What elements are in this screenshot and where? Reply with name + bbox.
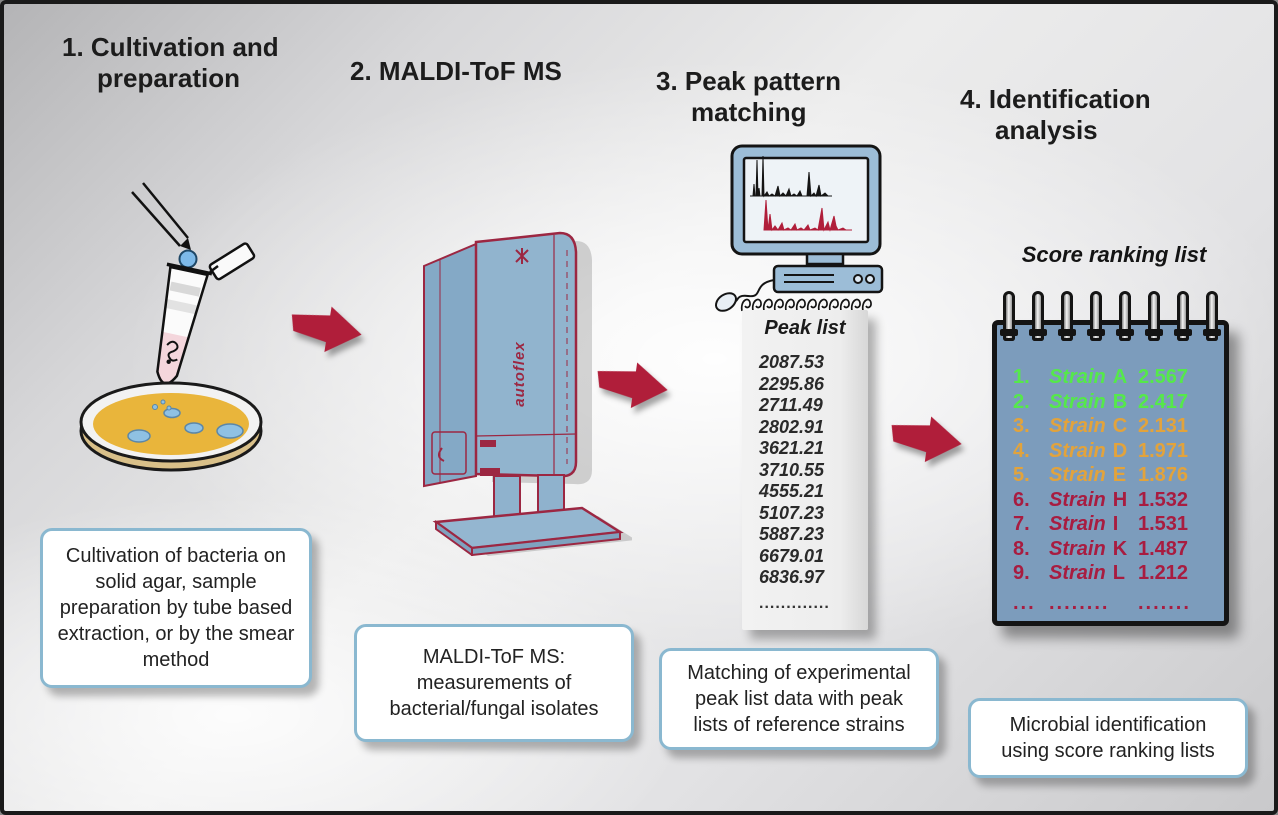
binder-ring-icon [1087, 291, 1105, 341]
peak-list-title: Peak list [764, 317, 846, 339]
step4-caption-box: Microbial identification using score ran… [968, 698, 1248, 778]
score-row: 8. Strain K 1.487 [1013, 537, 1189, 560]
step1-caption-box: Cultivation of bacteria on solid agar, s… [40, 528, 312, 688]
peak-value: 2802.91 [759, 416, 825, 437]
peak-value: 3710.55 [759, 459, 825, 480]
score-row: 9. Strain L 1.212 [1013, 562, 1189, 584]
step2-caption-text: MALDI-ToF MS: measurements of bacterial/… [389, 646, 599, 720]
step4-title-line2: analysis [995, 115, 1098, 145]
step4-title: 4. Identification analysis [960, 84, 1151, 146]
step3-title-line2: matching [691, 97, 807, 127]
arrow-step2-to-step3-icon [597, 362, 668, 409]
computer-base [772, 264, 884, 294]
step3-title: 3. Peak pattern matching [656, 66, 841, 128]
step4-title-line1: 4. Identification [960, 84, 1151, 114]
score-ranking-pad: 1. Strain A 2.567 2. Strain B 2.417 3. Str… [992, 291, 1229, 626]
step1-title-line2: preparation [97, 63, 241, 93]
petri-dish-icon [79, 381, 263, 472]
step1-title: 1. Cultivation and preparation [62, 32, 279, 94]
step2-caption-box: MALDI-ToF MS: measurements of bacterial/… [354, 624, 634, 742]
monitor-screen [742, 156, 870, 244]
peak-value: 2295.86 [759, 373, 825, 394]
binder-ring-icon [1058, 291, 1076, 341]
peak-list-pad: Peak list 2087.53 2295.86 2711.49 2802.9… [742, 310, 868, 630]
score-row: 6. Strain H 1.532 [1013, 488, 1189, 511]
score-row-footer: ... ........ ....... [1013, 591, 1191, 614]
arrow-step3-to-step4-icon [891, 416, 962, 463]
score-row: 3. Strain C 2.131 [1013, 415, 1189, 437]
binder-ring-icon [1000, 291, 1018, 341]
score-row: 2. Strain B 2.417 [1013, 390, 1189, 413]
maldi-instrument-illustration: autoflex [423, 231, 632, 556]
binder-ring-icon [1203, 291, 1221, 341]
step1-caption-text: Cultivation of bacteria on solid agar, s… [57, 545, 295, 671]
peak-value: 5107.23 [759, 502, 825, 523]
peak-value: 2711.49 [759, 395, 823, 415]
spectrum-black [750, 155, 832, 198]
computer-monitor-illustration [715, 144, 884, 312]
score-row: 1. Strain A 2.567 [1013, 366, 1189, 388]
cultivation-illustration [79, 182, 263, 472]
droplet-icon [178, 249, 198, 269]
score-row: 4. Strain D 1.971 [1013, 439, 1189, 462]
pipette-icon [131, 182, 191, 250]
peak-value: 4555.21 [759, 481, 825, 501]
machine-brand-label: autoflex [511, 341, 528, 407]
binder-ring-icon [1029, 291, 1047, 341]
step2-title-line1: 2. MALDI-ToF MS [350, 56, 562, 86]
score-row: 5. Strain E 1.876 [1013, 464, 1189, 486]
mouse-icon [715, 292, 737, 312]
score-row: 7. Strain I 1.531 [1013, 513, 1189, 535]
peak-value: 5887.23 [759, 524, 825, 544]
step2-title: 2. MALDI-ToF MS [350, 56, 562, 87]
tube-cap-icon [208, 242, 256, 281]
binder-ring-icon [1116, 291, 1134, 341]
step3-caption-text: Matching of experimental peak list data … [687, 662, 911, 736]
spectrum-red [763, 199, 852, 232]
peak-list-ellipsis: ............. [759, 594, 830, 612]
score-rows: 1. Strain A 2.567 2. Strain B 2.417 3. Str… [997, 365, 1224, 615]
step4-caption-text: Microbial identification using score ran… [1001, 714, 1215, 762]
step3-caption-box: Matching of experimental peak list data … [659, 648, 939, 750]
peak-value: 2087.53 [759, 352, 825, 372]
binder-ring-icon [1145, 291, 1163, 341]
step3-title-line1: 3. Peak pattern [656, 66, 841, 96]
binder-ring-icon [1174, 291, 1192, 341]
sample-tube-icon [156, 262, 213, 385]
peak-value: 6836.97 [759, 567, 825, 587]
peak-value: 6679.01 [759, 545, 825, 566]
peak-value: 3621.21 [759, 438, 825, 458]
score-ranking-heading: Score ranking list [1021, 242, 1207, 267]
brand-logo-icon [515, 248, 529, 264]
arrow-step1-to-step2-icon [291, 306, 362, 353]
step1-title-line1: 1. Cultivation and [62, 32, 279, 62]
